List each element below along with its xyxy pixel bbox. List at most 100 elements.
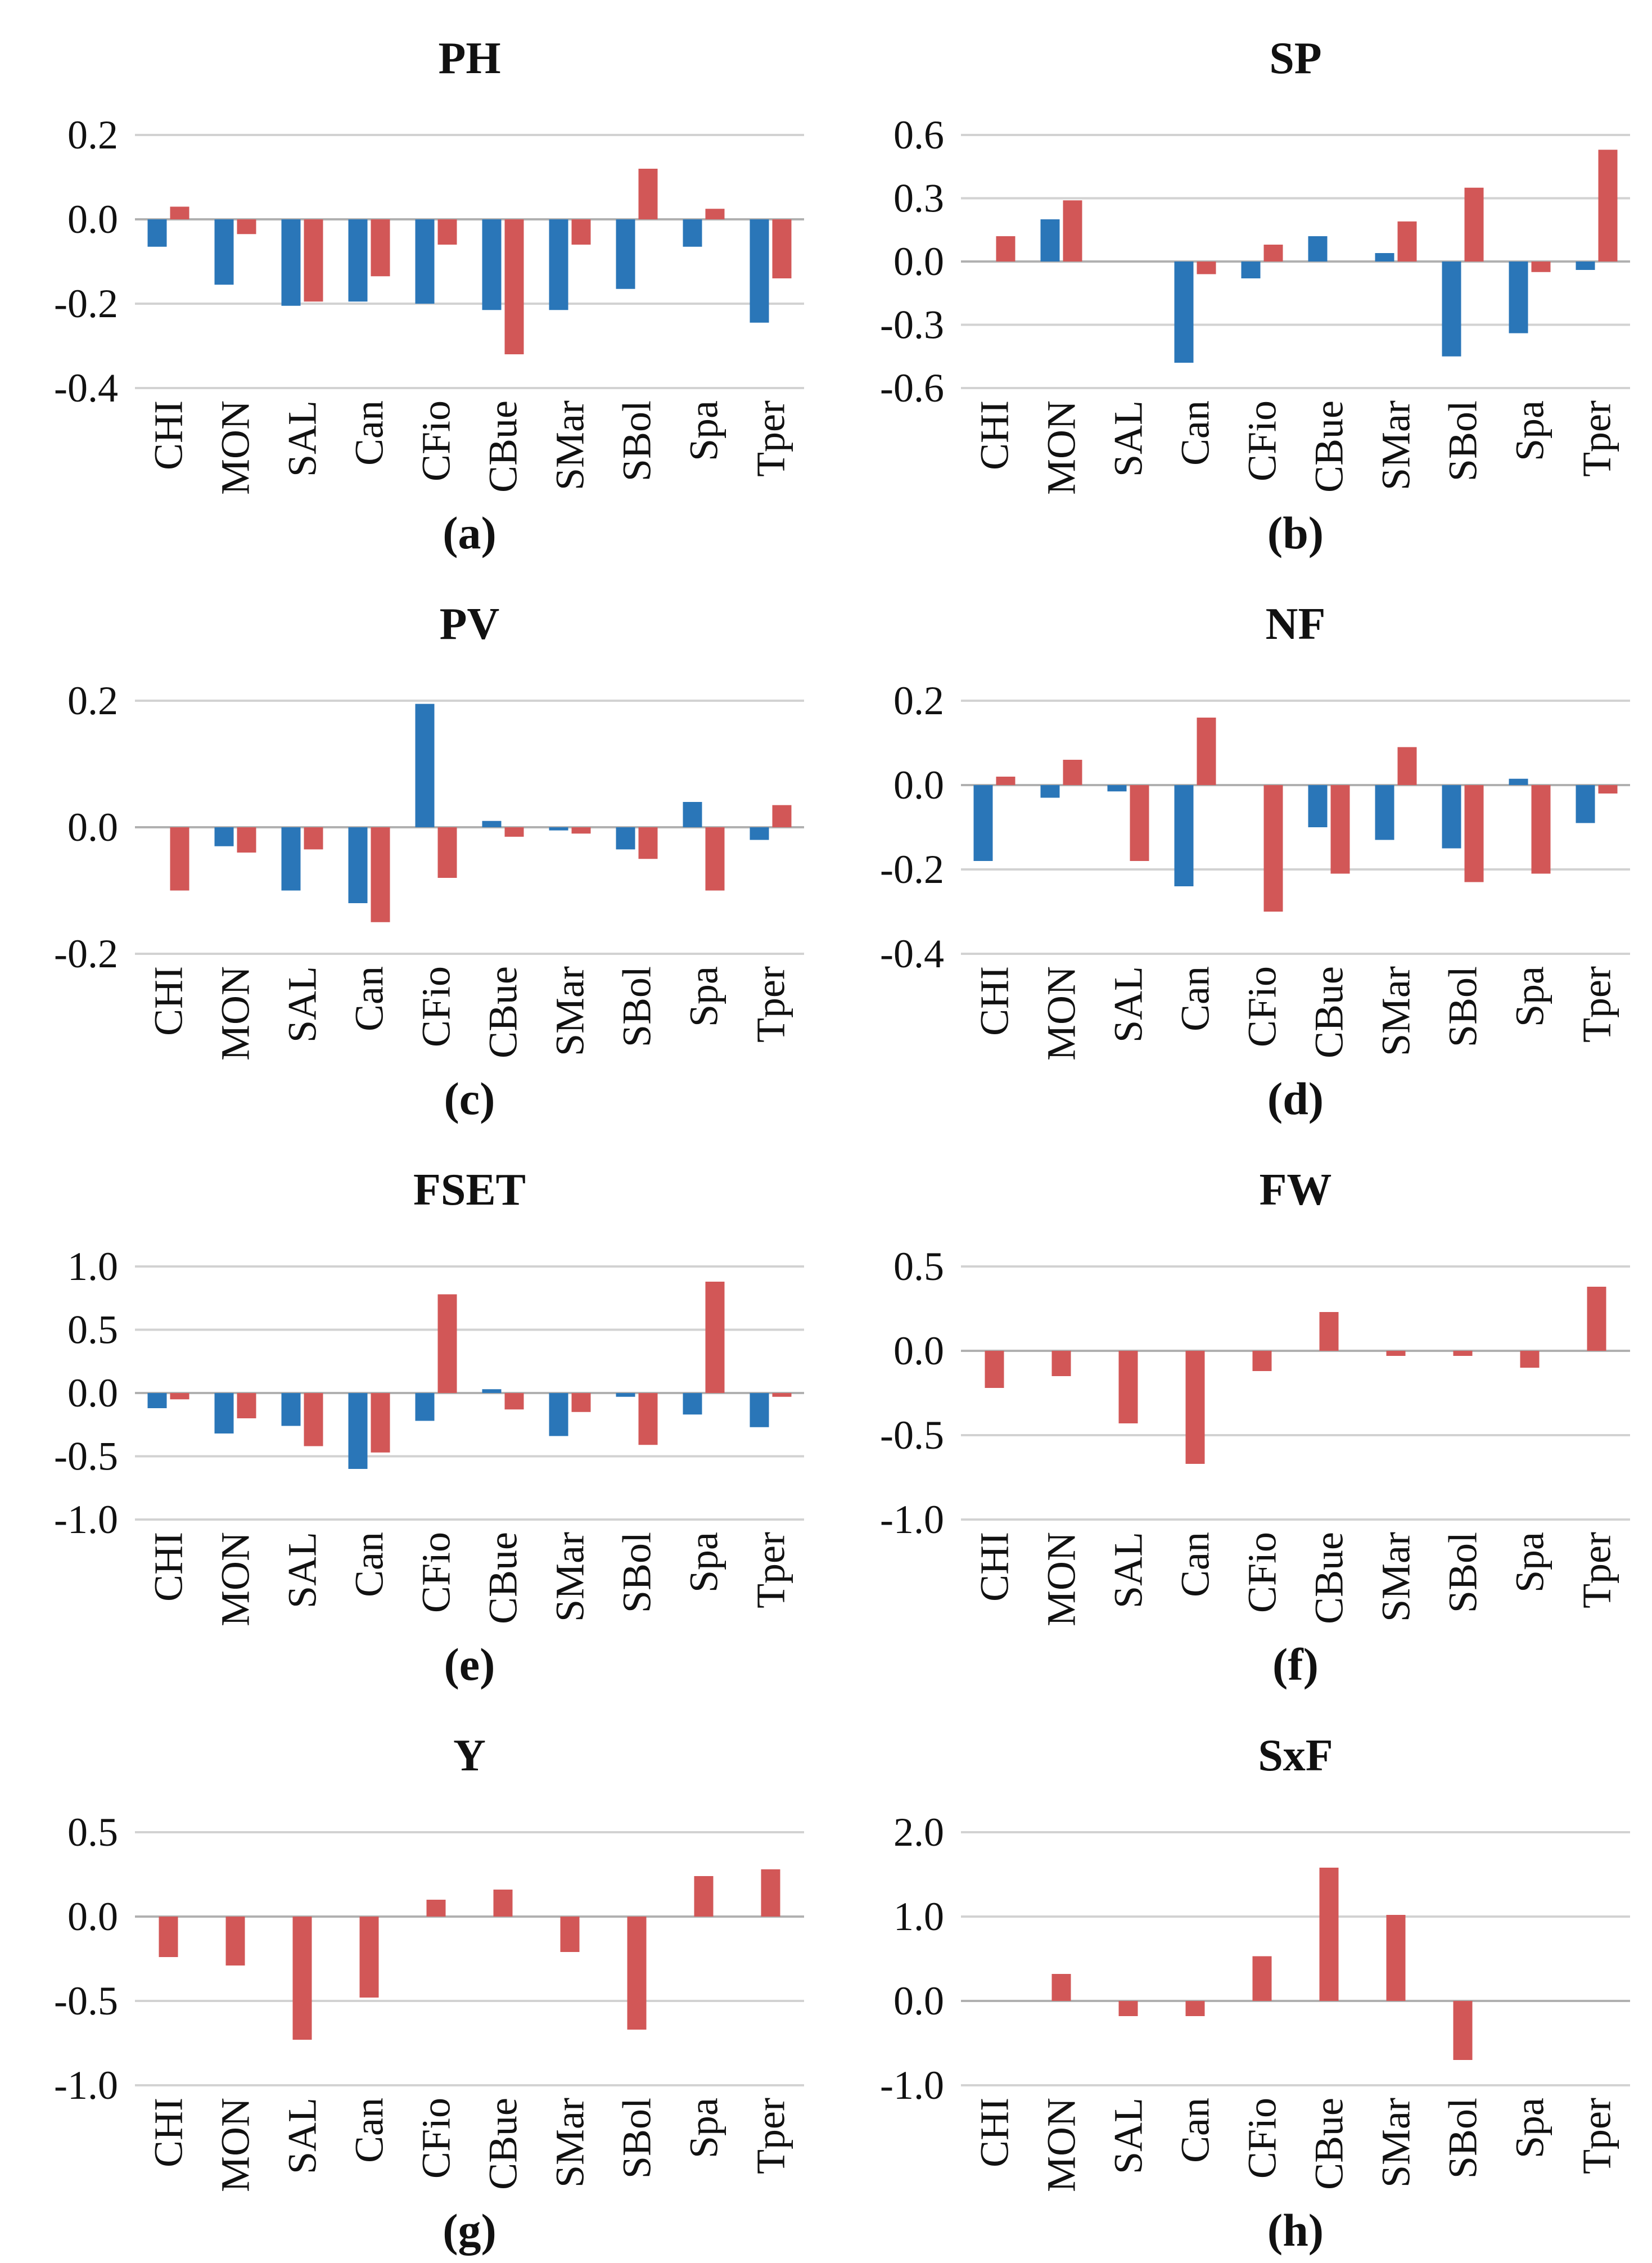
bar-red-SAL <box>304 827 323 850</box>
x-category-label: SAL <box>280 966 325 1043</box>
bar-blue-Can <box>1174 785 1194 886</box>
y-tick-label: -1.0 <box>54 1497 118 1542</box>
x-category-label: MON <box>213 1532 258 1626</box>
x-category-label: SMar <box>1374 2098 1419 2188</box>
x-category-label: Spa <box>1507 966 1552 1027</box>
bar-red-Spa <box>1531 785 1551 874</box>
x-category-label: MON <box>213 966 258 1061</box>
y-tick-label: 0.5 <box>67 1810 118 1855</box>
chart-panel-f: FW 0.5 0.0 -0.5 -1.0 CHI MON SAL Can CFio CBue SMar… <box>880 1165 1630 1690</box>
bar-red-Can <box>359 1917 379 1998</box>
bar-blue-Spa <box>683 219 702 247</box>
bar-blue-CFio <box>415 1393 435 1421</box>
x-category-label: MON <box>1039 2098 1084 2192</box>
panel-b-sp: SP 0.6 0.3 0.0 -0.3 -0.6 CHI MON SAL Can CFio CBue S… <box>826 0 1652 566</box>
x-category-label: MON <box>213 2098 258 2192</box>
chart-title: FW <box>1260 1165 1332 1215</box>
bar-blue-CFio <box>415 219 435 304</box>
x-category-label: SBol <box>1441 966 1486 1047</box>
bar-red-Spa <box>1520 1351 1540 1368</box>
bar-red-SBol <box>627 1917 647 2030</box>
panel-letter: (a) <box>443 507 496 558</box>
y-tick-label: -1.0 <box>880 2063 944 2108</box>
bar-red-Spa <box>1531 262 1551 272</box>
bar-red-CBue <box>1319 1312 1339 1351</box>
x-category-label: SMar <box>548 2098 593 2188</box>
y-tick-label: -0.2 <box>54 281 118 326</box>
y-tick-label: -0.4 <box>880 931 944 976</box>
y-tick-label: 0.0 <box>67 805 118 850</box>
bar-blue-Spa <box>1509 778 1528 785</box>
bar-red-Tper <box>761 1869 780 1917</box>
y-tick-label: 0.0 <box>67 1371 118 1415</box>
bar-blue-SAL <box>1107 785 1127 792</box>
bar-red-SBol <box>1453 2001 1473 2060</box>
x-category-label: SBol <box>1441 400 1486 481</box>
panel-letter: (g) <box>443 2205 496 2256</box>
bar-red-CBue <box>504 1393 524 1410</box>
y-tick-label: -0.3 <box>880 303 944 348</box>
bar-red-CHI <box>170 1393 189 1400</box>
x-category-label: CHI <box>146 1532 191 1602</box>
chart-title: PV <box>440 599 500 649</box>
panel-c-pv: PV 0.2 0.0 -0.2 CHI MON SAL Can CFio CBue SMar SBol… <box>0 566 826 1132</box>
x-category-label: Can <box>347 1532 392 1597</box>
chart-title: FSET <box>413 1165 526 1215</box>
x-category-label: Tper <box>748 2098 793 2174</box>
bar-blue-SMar <box>1375 253 1394 262</box>
panel-h-sxf: SxF 2.0 1.0 0.0 -1.0 CHI MON SAL Can CFio CBue SMar… <box>826 1697 1652 2263</box>
y-tick-label: -0.5 <box>54 1978 118 2023</box>
y-tick-label: 0.5 <box>67 1308 118 1353</box>
bar-red-Spa <box>705 209 725 219</box>
bar-blue-SBol <box>616 219 635 289</box>
bar-red-CFio <box>437 827 457 878</box>
x-category-label: CFio <box>414 966 459 1047</box>
y-tick-label: -0.4 <box>54 366 118 411</box>
bar-blue-SAL <box>281 827 301 891</box>
bar-red-CFio <box>1263 245 1283 262</box>
bar-red-MON <box>1063 760 1082 785</box>
y-tick-label: 0.5 <box>893 1244 944 1289</box>
x-category-label: CHI <box>972 966 1017 1036</box>
bar-red-SMar <box>1397 221 1417 262</box>
bar-red-MON <box>237 219 256 235</box>
bar-blue-SMar <box>549 1393 568 1436</box>
bar-blue-CBue <box>482 821 502 827</box>
bar-red-CHI <box>996 777 1015 785</box>
x-category-label: Tper <box>748 1532 793 1608</box>
x-category-label: CBue <box>481 400 526 493</box>
x-category-label: SBol <box>615 400 660 481</box>
x-category-label: CBue <box>1307 400 1352 493</box>
bar-blue-MON <box>214 1393 234 1433</box>
bar-red-Tper <box>1598 785 1618 794</box>
bar-red-SMar <box>1397 747 1417 785</box>
bar-red-SBol <box>638 169 658 219</box>
bar-red-CFio <box>426 1900 446 1917</box>
panel-letter: (d) <box>1267 1073 1324 1124</box>
bar-blue-SAL <box>281 1393 301 1426</box>
x-category-label: Spa <box>1507 400 1552 461</box>
bar-blue-SBol <box>616 1393 635 1397</box>
bar-red-SAL <box>1118 1351 1138 1423</box>
bar-red-Tper <box>1587 1287 1606 1351</box>
bar-blue-SAL <box>281 219 301 306</box>
bar-red-SAL <box>1130 785 1149 861</box>
y-tick-label: 0.0 <box>67 197 118 242</box>
y-tick-label: -0.6 <box>880 366 944 411</box>
y-tick-label: 0.2 <box>67 678 118 723</box>
y-tick-label: 0.0 <box>67 1894 118 1939</box>
bar-red-CHI <box>159 1917 178 1957</box>
x-category-label: SBol <box>615 966 660 1047</box>
x-category-label: Spa <box>1507 1532 1552 1593</box>
x-category-label: Can <box>1173 1532 1218 1597</box>
bar-red-SBol <box>638 1393 658 1445</box>
bar-red-CFio <box>1263 785 1283 912</box>
x-category-label: Tper <box>748 400 793 477</box>
bar-red-Can <box>1185 1351 1205 1464</box>
x-category-label: CFio <box>1240 966 1285 1047</box>
x-category-label: CFio <box>414 2098 459 2179</box>
bar-red-Tper <box>772 805 792 827</box>
panel-g-y: Y 0.5 0.0 -0.5 -1.0 CHI MON SAL Can CFio CBue SMar S… <box>0 1697 826 2263</box>
x-category-label: Spa <box>681 1532 726 1593</box>
bar-red-SMar <box>560 1917 580 1952</box>
